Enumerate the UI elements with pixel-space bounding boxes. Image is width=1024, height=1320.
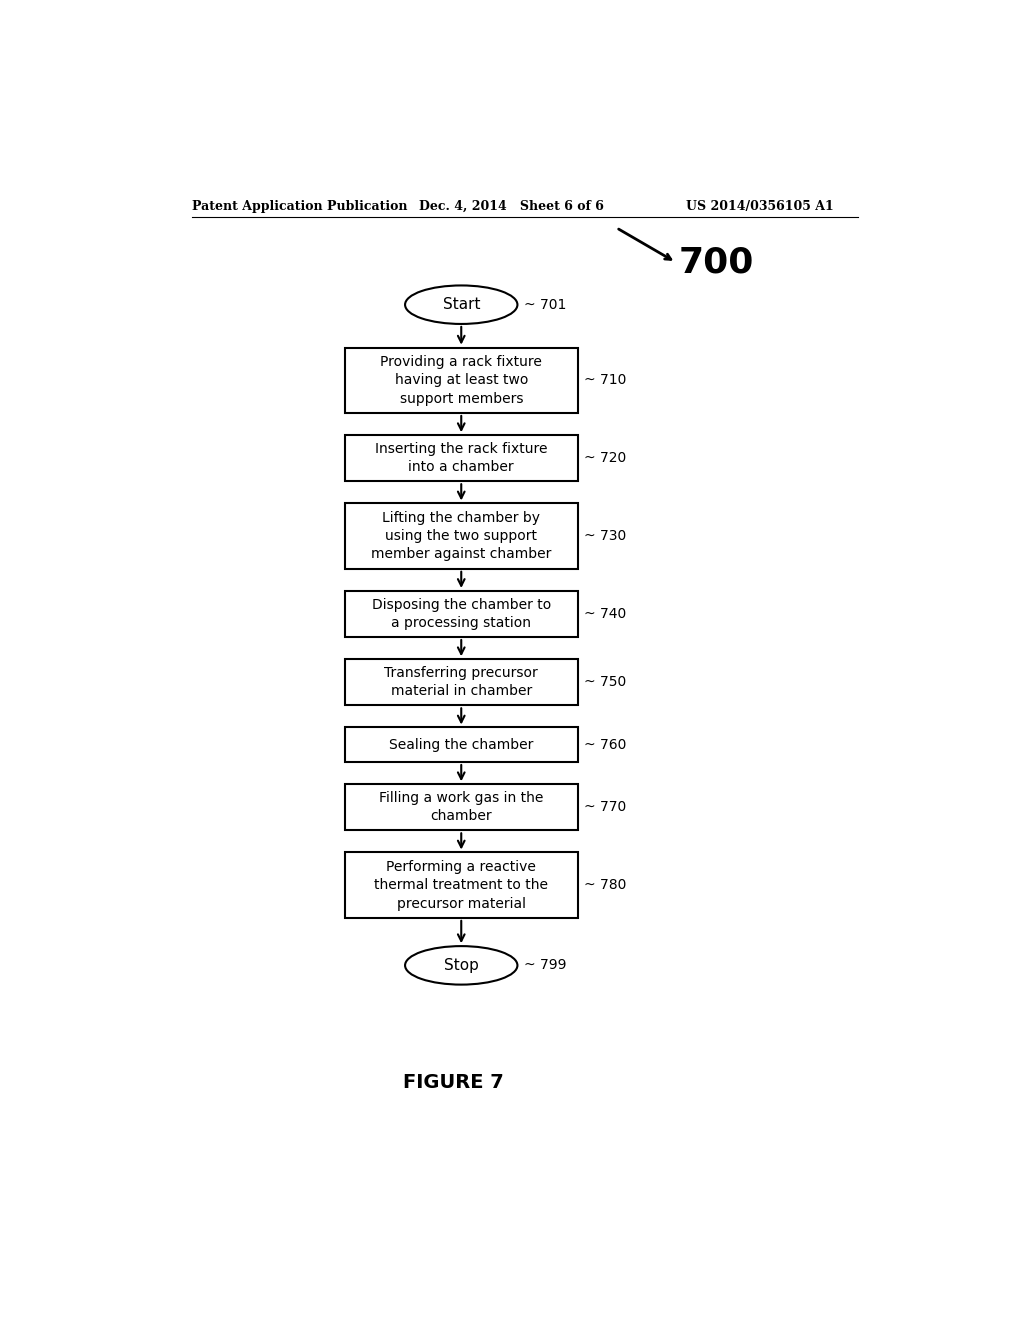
Text: ~ 701: ~ 701 bbox=[523, 298, 566, 312]
FancyBboxPatch shape bbox=[345, 784, 578, 830]
Text: ~ 770: ~ 770 bbox=[584, 800, 626, 814]
Text: ~ 740: ~ 740 bbox=[584, 607, 626, 620]
Text: Providing a rack fixture
having at least two
support members: Providing a rack fixture having at least… bbox=[380, 355, 542, 405]
Text: ~ 710: ~ 710 bbox=[584, 374, 626, 387]
Text: ~ 780: ~ 780 bbox=[584, 878, 626, 892]
Text: Stop: Stop bbox=[443, 958, 478, 973]
Text: Disposing the chamber to
a processing station: Disposing the chamber to a processing st… bbox=[372, 598, 551, 630]
Text: Filling a work gas in the
chamber: Filling a work gas in the chamber bbox=[379, 791, 544, 824]
FancyBboxPatch shape bbox=[345, 853, 578, 917]
Text: Start: Start bbox=[442, 297, 480, 313]
FancyBboxPatch shape bbox=[345, 436, 578, 482]
Text: FIGURE 7: FIGURE 7 bbox=[403, 1073, 504, 1092]
Text: 700: 700 bbox=[678, 246, 754, 280]
FancyBboxPatch shape bbox=[345, 503, 578, 569]
Text: Dec. 4, 2014   Sheet 6 of 6: Dec. 4, 2014 Sheet 6 of 6 bbox=[419, 199, 603, 213]
Text: ~ 730: ~ 730 bbox=[584, 529, 626, 543]
FancyBboxPatch shape bbox=[345, 347, 578, 413]
FancyBboxPatch shape bbox=[345, 727, 578, 762]
FancyBboxPatch shape bbox=[345, 591, 578, 638]
Text: Lifting the chamber by
using the two support
member against chamber: Lifting the chamber by using the two sup… bbox=[371, 511, 552, 561]
Text: ~ 760: ~ 760 bbox=[584, 738, 626, 752]
Text: Performing a reactive
thermal treatment to the
precursor material: Performing a reactive thermal treatment … bbox=[374, 859, 548, 911]
Text: Inserting the rack fixture
into a chamber: Inserting the rack fixture into a chambe… bbox=[375, 442, 548, 474]
Text: ~ 720: ~ 720 bbox=[584, 451, 626, 465]
Text: ~ 799: ~ 799 bbox=[523, 958, 566, 973]
Text: Sealing the chamber: Sealing the chamber bbox=[389, 738, 534, 752]
FancyBboxPatch shape bbox=[345, 659, 578, 705]
Text: ~ 750: ~ 750 bbox=[584, 676, 626, 689]
Ellipse shape bbox=[406, 285, 517, 323]
Ellipse shape bbox=[406, 946, 517, 985]
Text: Patent Application Publication: Patent Application Publication bbox=[191, 199, 408, 213]
Text: Transferring precursor
material in chamber: Transferring precursor material in chamb… bbox=[384, 667, 539, 698]
Text: US 2014/0356105 A1: US 2014/0356105 A1 bbox=[686, 199, 834, 213]
